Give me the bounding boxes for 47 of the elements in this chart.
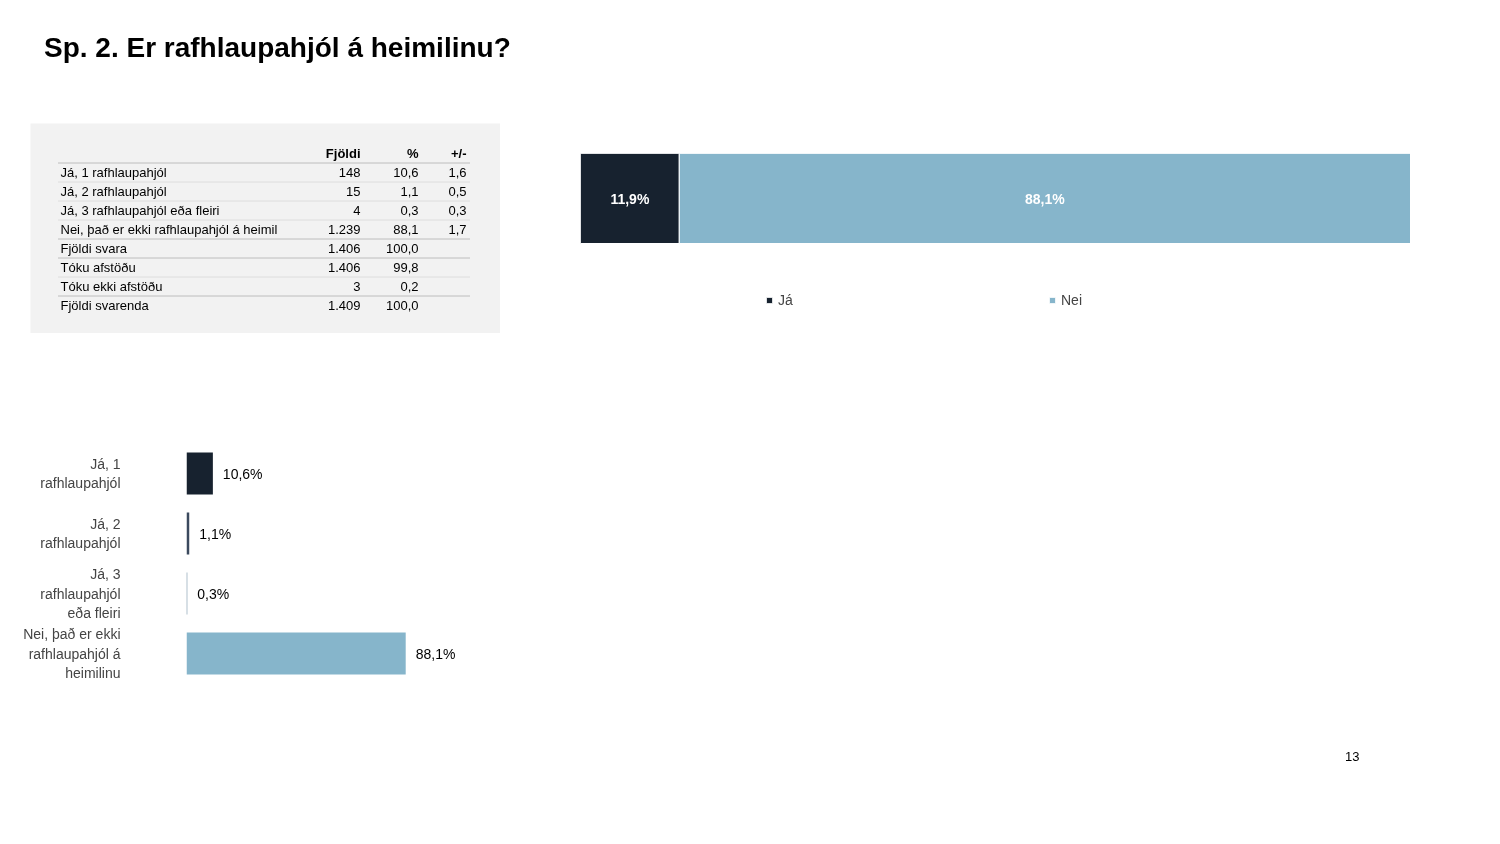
- data-label: 88,1%: [415, 645, 456, 662]
- text: Sp. 2. Er rafhlaupahjól á heimilinu?: [44, 31, 511, 65]
- category-label: Fjöldi svarenda: [60, 298, 150, 313]
- bar: [186, 452, 213, 495]
- y-tick-label: Já, 3 rafhlaupahjól eða fleiri: [40, 566, 121, 621]
- text: +/-: [450, 146, 467, 161]
- data-label: 4: [353, 203, 361, 218]
- category-label: Já, 3 rafhlaupahjól eða fleiri: [60, 203, 220, 218]
- category-label: Fjöldi svara: [60, 241, 128, 256]
- category-label: Tóku ekki afstöðu: [60, 279, 163, 294]
- data-label: 0,3: [400, 203, 419, 218]
- category-label: Nei, það er ekki rafhlaupahjól á heimil: [60, 222, 278, 237]
- category-label: Já, 2 rafhlaupahjól: [60, 184, 167, 199]
- data-label: 10,6: [393, 165, 419, 180]
- data-label: 0,3%: [197, 585, 230, 602]
- data-label: 11,9%: [610, 190, 650, 207]
- data-label: 1.409: [327, 298, 361, 313]
- data-label: 1,6: [448, 165, 467, 180]
- y-tick-label: Nei, það er ekki rafhlaupahjól á heimilinu: [23, 626, 121, 681]
- data-label: 0,5: [448, 184, 467, 199]
- y-tick-label: Já, 1 rafhlaupahjól: [40, 455, 121, 492]
- data-label: 15: [346, 184, 361, 199]
- category-label: Já, 1 rafhlaupahjól: [60, 165, 167, 180]
- text: %: [406, 146, 419, 161]
- data-label: 99,8: [393, 260, 419, 275]
- data-label: 1.406: [327, 260, 361, 275]
- data-label: 1,1: [400, 184, 419, 199]
- y-tick-label: Já, 2 rafhlaupahjól: [40, 515, 121, 552]
- text: 13: [1345, 748, 1360, 766]
- data-label: 1.239: [327, 222, 361, 237]
- data-label: 88,1: [393, 222, 419, 237]
- legend-label: Nei: [1061, 292, 1083, 308]
- category-label: Tóku afstöðu: [60, 260, 136, 275]
- series-label: Fjöldi: [325, 146, 361, 161]
- data-label: 1,7: [448, 222, 467, 237]
- data-label: 3: [353, 279, 361, 294]
- data-label: 100,0: [385, 298, 419, 313]
- data-label: 100,0: [385, 241, 419, 256]
- legend-label: Já: [778, 292, 794, 308]
- data-label: 148: [338, 165, 361, 180]
- data-label: 1,1%: [199, 525, 232, 542]
- data-label: 0,3: [448, 203, 467, 218]
- data-label: 0,2: [400, 279, 419, 294]
- bar: [186, 632, 406, 675]
- data-label: 88,1%: [1025, 190, 1066, 207]
- data-label: 1.406: [327, 241, 361, 256]
- data-label: 10,6%: [222, 465, 263, 482]
